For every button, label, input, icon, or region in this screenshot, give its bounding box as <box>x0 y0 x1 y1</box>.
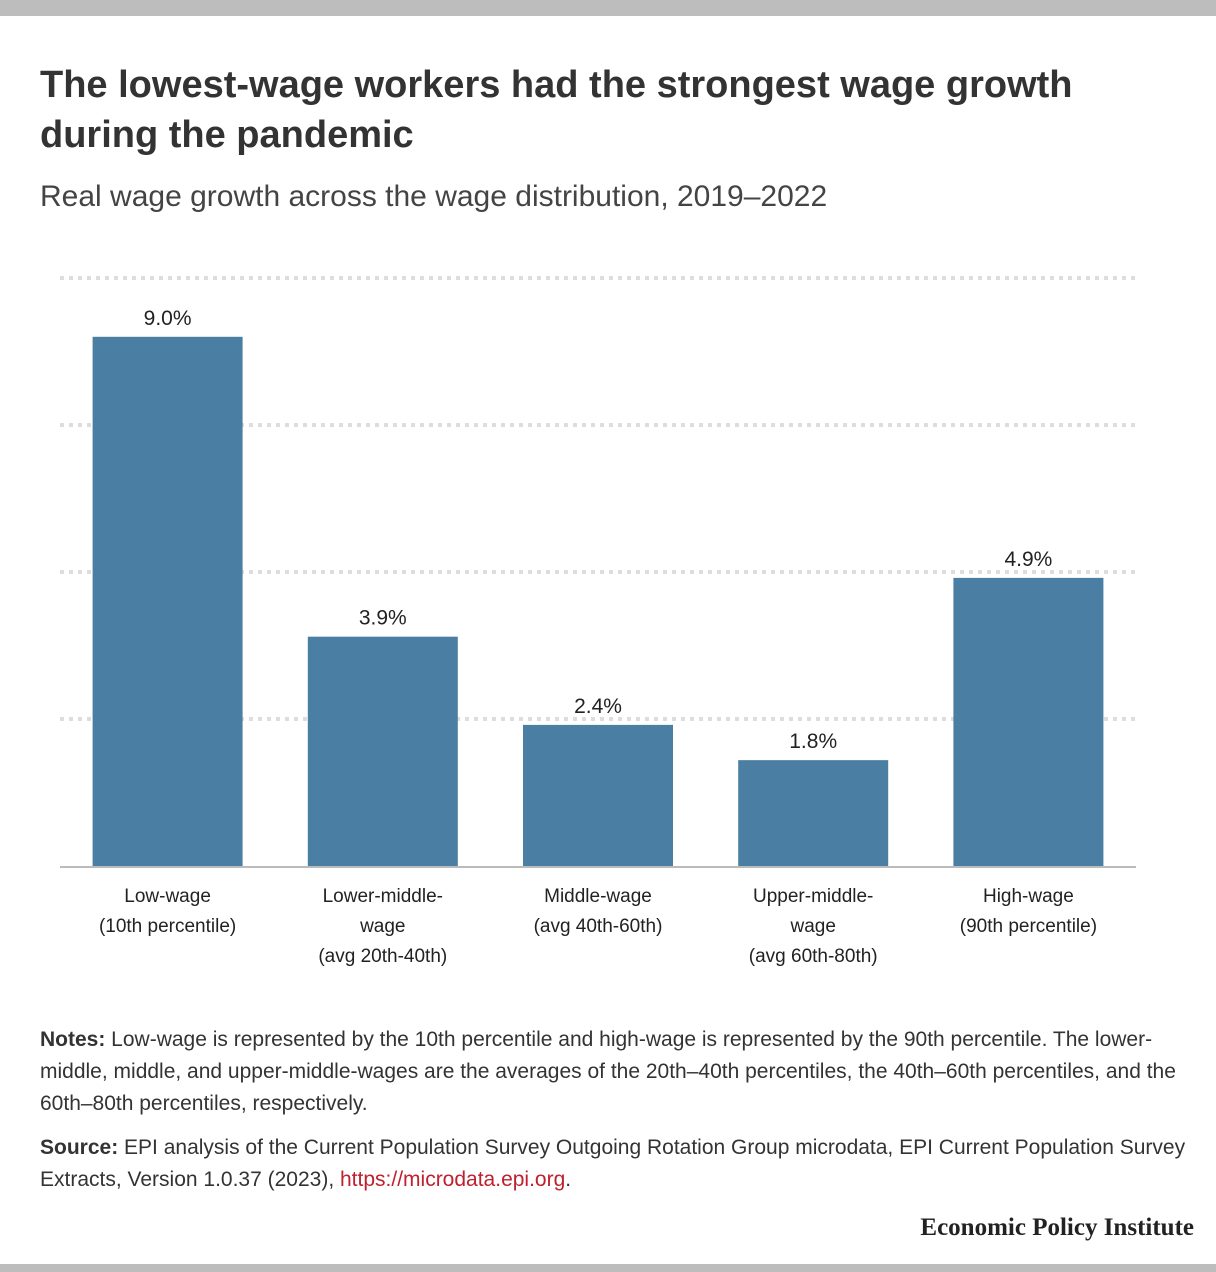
category-label: Middle-wage (avg 40th-60th) <box>534 886 663 937</box>
bar <box>92 336 243 866</box>
category-label: Lower-middle-wage (avg 20th-40th) <box>318 886 447 967</box>
bar-value-label: 9.0% <box>144 307 192 330</box>
bar <box>307 636 458 866</box>
chart-subtitle: Real wage growth across the wage distrib… <box>40 180 828 213</box>
category-label-line: (10th percentile) <box>99 916 236 937</box>
chart-title: The lowest-wage workers had the stronges… <box>40 64 1073 156</box>
category-label: Low-wage (10th percentile) <box>99 886 236 937</box>
bars <box>92 336 1104 866</box>
category-label-line: (avg 40th-60th) <box>534 916 663 937</box>
bar <box>738 760 889 866</box>
bar-value-label: 4.9% <box>1004 548 1052 571</box>
notes-text: Low-wage is represented by the 10th perc… <box>40 1028 1176 1115</box>
bar <box>523 724 673 866</box>
source-link[interactable]: https://microdata.epi.org <box>340 1168 566 1191</box>
source-tail: . <box>565 1168 572 1191</box>
value-labels: 9.0% 3.9% 2.4% 1.8% 4.9% <box>144 307 1053 753</box>
bar-value-label: 2.4% <box>574 695 622 718</box>
category-label: Upper-middle-wage (avg 60th-80th) <box>749 886 878 967</box>
category-label-line: High-wage <box>983 886 1074 907</box>
top-border <box>0 0 1216 16</box>
bar-chart: 9.0% 3.9% 2.4% 1.8% 4.9% Low-wage (10th perce… <box>60 276 1136 967</box>
category-label-line: Middle-wage <box>544 886 652 907</box>
category-label-line: wage <box>789 916 835 937</box>
notes-lead: Notes: <box>40 1028 106 1051</box>
category-label-line: Low-wage <box>124 886 211 907</box>
category-label-line: wage <box>359 916 405 937</box>
category-labels: Low-wage (10th percentile) Lower-middle-wa… <box>99 886 1097 967</box>
bottom-border <box>0 1264 1216 1272</box>
category-label: High-wage (90th percentile) <box>960 886 1097 937</box>
notes: Notes: Low-wage is represented by the 10… <box>40 1024 1180 1120</box>
source-lead: Source: <box>40 1136 119 1159</box>
category-label-line: (avg 20th-40th) <box>318 946 447 967</box>
bar-value-label: 1.8% <box>789 730 837 753</box>
bar <box>953 577 1104 866</box>
source: Source: EPI analysis of the Current Popu… <box>40 1132 1190 1196</box>
category-label-line: Lower-middle- <box>323 886 443 907</box>
category-label-line: Upper-middle- <box>753 886 873 907</box>
brand-logo: Economic Policy Institute <box>920 1214 1194 1241</box>
category-label-line: (avg 60th-80th) <box>749 946 878 967</box>
source-text: EPI analysis of the Current Population S… <box>40 1136 1186 1191</box>
category-label-line: (90th percentile) <box>960 916 1097 937</box>
bar-value-label: 3.9% <box>359 607 407 630</box>
